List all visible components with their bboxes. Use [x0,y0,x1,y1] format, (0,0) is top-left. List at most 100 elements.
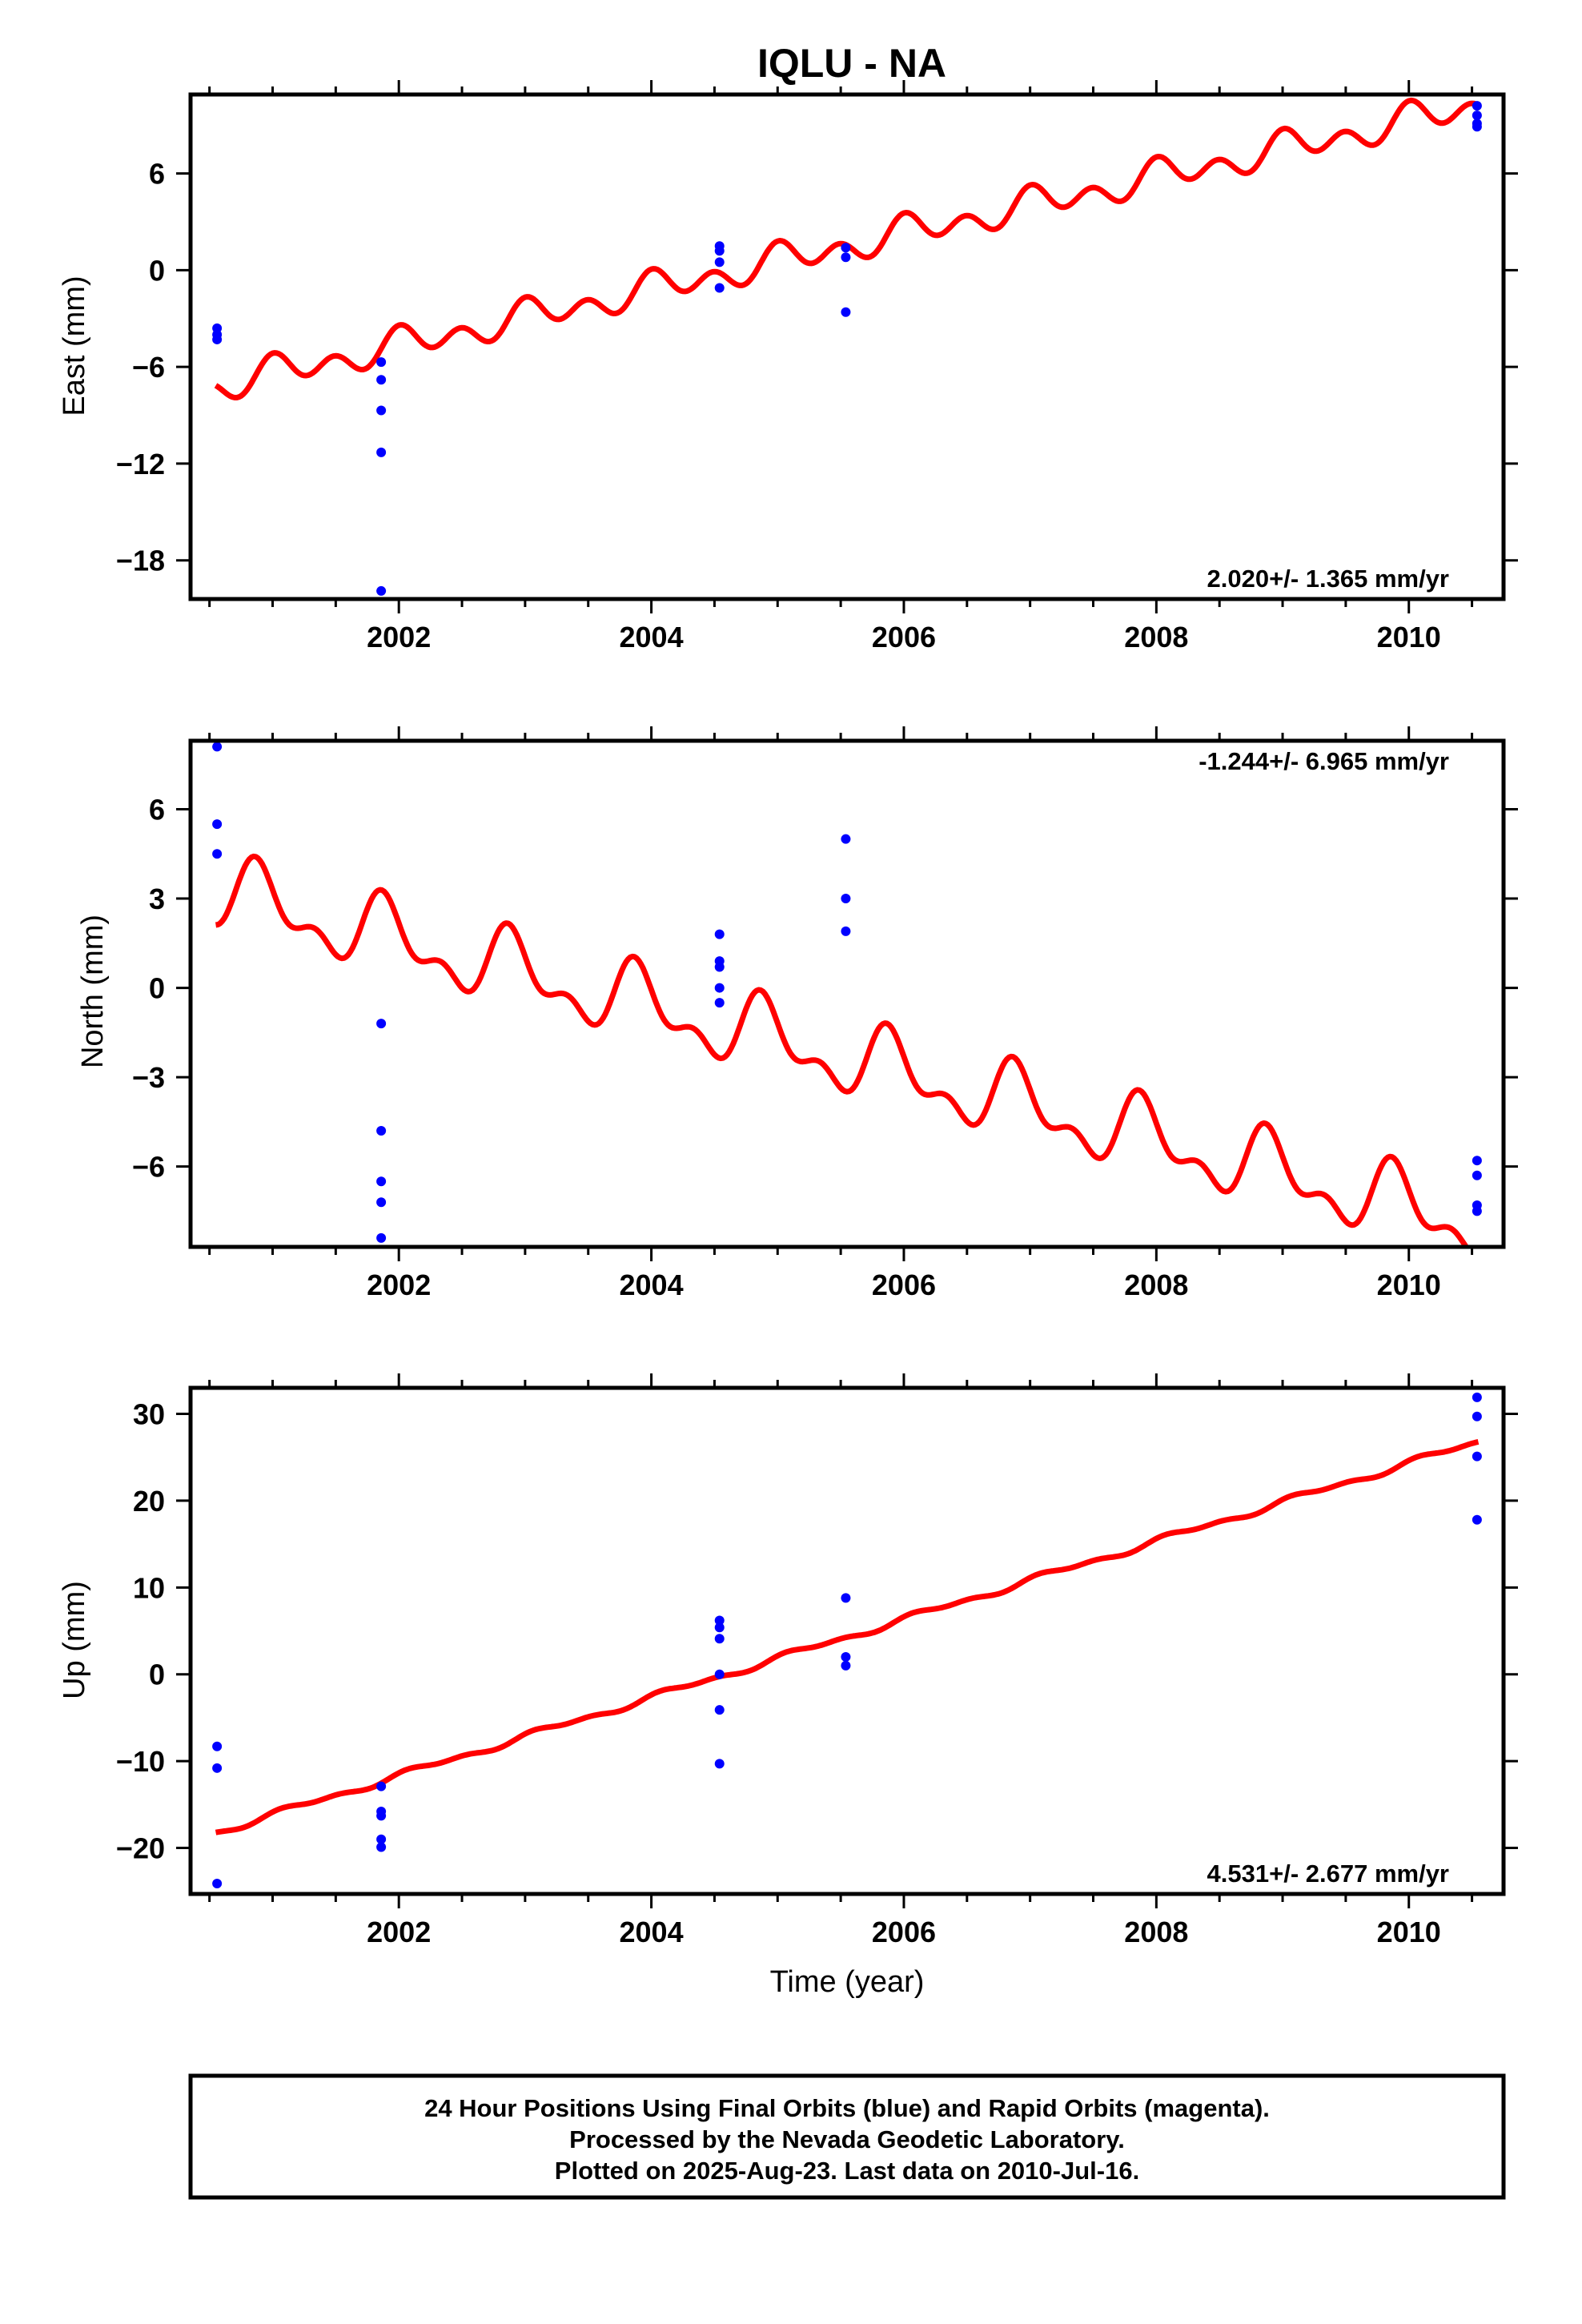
north-data-point [376,1019,387,1029]
north-data-point [841,834,851,844]
north-data-point [376,1232,387,1243]
east-y-tick-label: −18 [116,545,165,577]
up-data-point [376,1834,387,1844]
up-data-point [1472,1392,1482,1402]
east-x-tick-label: 2006 [872,621,936,653]
up-points [212,1392,1482,1888]
east-data-point [376,357,387,368]
east-x-ticks: 2002 2004 2006 2008 2010 [208,80,1474,653]
up-data-point [841,1593,851,1603]
east-x-tick-label: 2004 [620,621,684,653]
east-x-tick-label: 2010 [1377,621,1441,653]
east-data-point [1472,122,1482,132]
north-points [212,742,1482,1243]
east-y-tick-label: −6 [132,351,165,384]
north-model-curve [215,853,1470,1247]
panel-east: East (mm) −18 −12 −6 0 6 2002 2004 2006 2008 201… [58,80,1518,653]
north-x-tick-label: 2010 [1377,1269,1441,1301]
up-model-curve [215,1438,1480,1835]
east-y-tick-label: −12 [116,448,165,480]
north-rate-label: -1.244+/- 6.965 mm/yr [1199,747,1449,775]
east-data-point [714,283,725,293]
up-plot-frame [188,1385,1506,1896]
east-data-point [714,246,725,256]
up-data-point [841,1652,851,1663]
north-data-point [212,742,223,752]
up-data-point [376,1781,387,1791]
north-data-point [376,1197,387,1208]
up-x-tick-label: 2010 [1377,1916,1441,1948]
north-x-tick-label: 2004 [620,1269,684,1301]
north-data-point [841,926,851,936]
up-y-tick-label: −20 [116,1832,165,1865]
up-data-point [714,1615,725,1626]
north-y-tick-label: 0 [149,972,165,1005]
north-data-point [1472,1206,1482,1216]
up-x-ticks: 2002 2004 2006 2008 2010 [208,1373,1474,1948]
up-data-point [1472,1514,1482,1525]
east-y-tick-label: 6 [149,158,165,191]
east-rate-label: 2.020+/- 1.365 mm/yr [1207,565,1449,593]
up-data-point [376,1842,387,1852]
east-data-point [376,585,387,596]
north-data-point [376,1126,387,1136]
north-data-point [212,849,223,859]
east-data-point [376,447,387,457]
north-x-tick-label: 2006 [872,1269,936,1301]
east-data-point [841,243,851,253]
up-data-point [1472,1451,1482,1462]
east-data-point [212,334,223,344]
up-y-ticks: −20 −10 0 10 20 30 [116,1398,1518,1865]
up-y-tick-label: 10 [133,1571,165,1604]
east-x-tick-label: 2002 [367,621,431,653]
up-data-point [714,1705,725,1715]
east-x-tick-label: 2008 [1124,621,1188,653]
north-y-ticks: −6 −3 0 3 6 [132,794,1518,1184]
up-data-point [376,1811,387,1821]
up-data-point [714,1669,725,1679]
up-data-point [714,1622,725,1633]
north-data-point [1472,1156,1482,1166]
north-y-label: North (mm) [76,915,110,1068]
east-data-point [376,375,387,385]
north-data-point [841,894,851,904]
north-plot-frame [188,738,1506,1249]
east-y-ticks: −18 −12 −6 0 6 [116,158,1518,577]
east-data-point [1472,101,1482,111]
up-data-point [714,1634,725,1644]
up-y-tick-label: −10 [116,1745,165,1778]
up-x-tick-label: 2002 [367,1916,431,1948]
up-data-point [212,1878,223,1888]
up-x-tick-label: 2008 [1124,1916,1188,1948]
up-rate-label: 4.531+/- 2.677 mm/yr [1207,1860,1449,1888]
east-y-label: East (mm) [58,275,91,416]
chart-title: IQLU - NA [757,41,946,86]
north-data-point [714,998,725,1008]
up-data-point [212,1741,223,1751]
north-data-point [714,962,725,972]
north-y-tick-label: −6 [132,1151,165,1184]
up-data-point [212,1763,223,1773]
x-axis-label: Time (year) [770,1965,925,1999]
footer-line-3: Plotted on 2025-Aug-23. Last data on 201… [555,2157,1139,2185]
up-data-point [841,1660,851,1671]
east-data-point [376,405,387,416]
east-y-tick-label: 0 [149,254,165,287]
up-data-point [1472,1411,1482,1421]
up-y-tick-label: 0 [149,1659,165,1691]
north-data-point [714,983,725,993]
up-data-point [714,1759,725,1769]
north-data-point [212,819,223,830]
north-y-tick-label: 6 [149,794,165,826]
up-y-tick-label: 30 [133,1398,165,1431]
north-data-point [376,1176,387,1187]
east-plot-frame [188,92,1506,601]
east-data-point [841,307,851,317]
east-points [212,101,1482,596]
up-x-tick-label: 2006 [872,1916,936,1948]
up-x-tick-label: 2004 [620,1916,684,1948]
up-y-tick-label: 20 [133,1485,165,1518]
north-data-point [1472,1170,1482,1180]
